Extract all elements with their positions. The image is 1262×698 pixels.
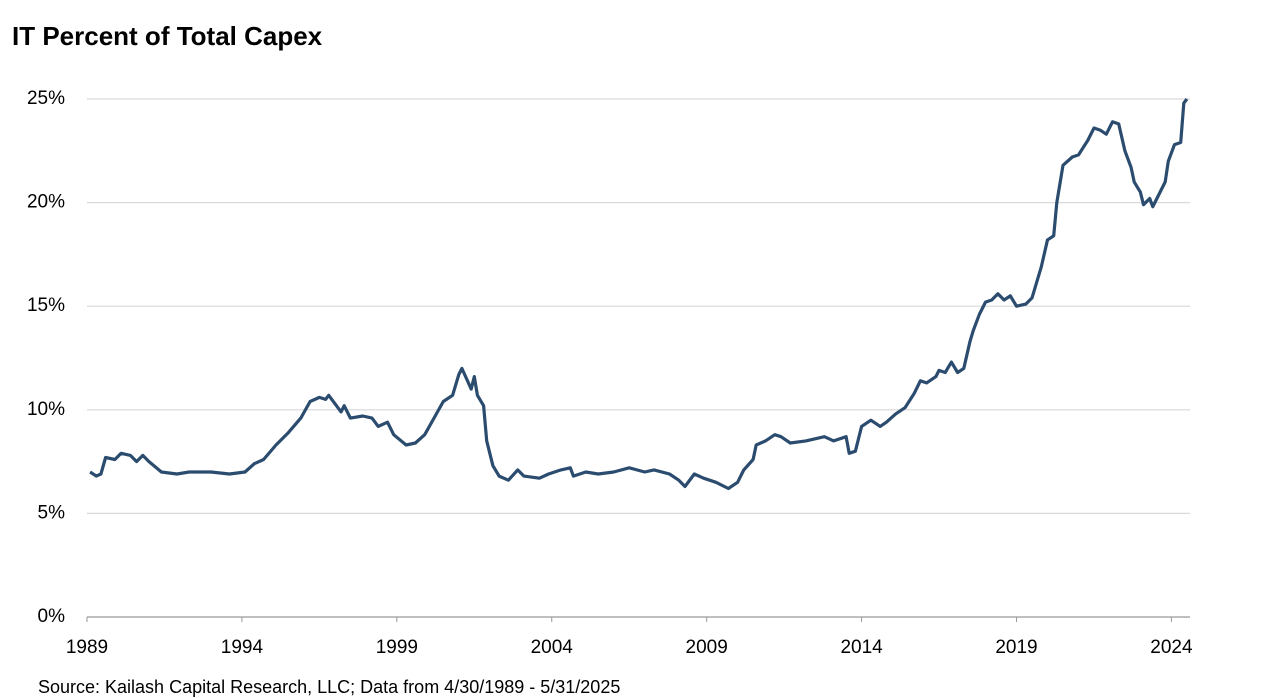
data-line [89,98,1189,491]
x-tick-label: 2024 [1150,637,1193,658]
x-tick-label: 2004 [531,637,574,658]
x-tick-label: 2014 [840,637,883,658]
x-tick-label: 1999 [376,637,418,658]
y-tick-label: 5% [38,502,66,523]
x-tick-label: 2009 [686,637,728,658]
source-note: Source: Kailash Capital Research, LLC; D… [38,677,620,697]
y-tick-label: 10% [27,399,65,420]
x-tick-label: 2019 [995,637,1037,658]
x-tick-label: 1994 [221,637,264,658]
y-tick-label: 0% [38,606,66,627]
x-tick-label: 1989 [66,637,108,658]
y-tick-label: 20% [27,192,65,213]
y-tick-label: 15% [27,295,65,316]
chart-title: IT Percent of Total Capex [12,21,323,51]
y-tick-label: 25% [27,88,65,109]
